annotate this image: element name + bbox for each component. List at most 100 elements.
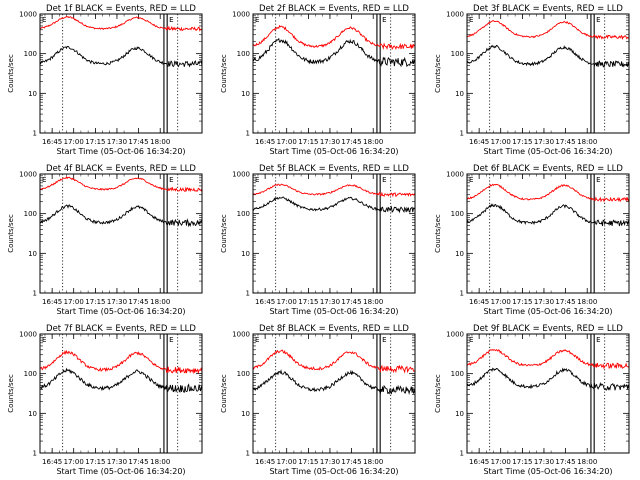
x-tick-label: 18:00 bbox=[150, 298, 170, 306]
y-tick-label: 1000 bbox=[446, 171, 464, 179]
x-tick-label: 17:30 bbox=[107, 458, 127, 466]
panel-4: Det 4f BLACK = Events, RED = LLD Counts/s… bbox=[7, 164, 203, 316]
x-tick-label: 17:30 bbox=[320, 458, 340, 466]
y-tick-label: 10 bbox=[241, 250, 250, 258]
panel-1: Det 1f BLACK = Events, RED = LLD Counts/s… bbox=[7, 4, 203, 156]
flag-label-right: E bbox=[169, 336, 173, 344]
x-tick-label: 17:15 bbox=[85, 458, 105, 466]
flag-label-left: E bbox=[469, 16, 473, 24]
x-axis-label: Start Time (05-Oct-06 16:34:20) bbox=[269, 467, 398, 476]
x-tick-label: 17:30 bbox=[534, 298, 554, 306]
x-tick-label: 17:15 bbox=[298, 138, 318, 146]
y-tick-label: 1 bbox=[460, 450, 464, 458]
x-tick-label: 18:00 bbox=[363, 138, 383, 146]
series-events-line bbox=[39, 204, 203, 228]
series-events-line bbox=[466, 367, 630, 391]
flag-label-right: E bbox=[382, 16, 386, 24]
plot-frame bbox=[466, 13, 630, 134]
series-lld-line bbox=[39, 176, 203, 193]
y-axis-label: Counts/sec bbox=[220, 374, 228, 413]
flag-label-right: E bbox=[169, 16, 173, 24]
y-tick-label: 1000 bbox=[19, 171, 37, 179]
plot-frame bbox=[252, 173, 416, 294]
x-tick-label: 16:45 bbox=[42, 458, 62, 466]
y-tick-label: 1000 bbox=[232, 11, 250, 19]
plot-frame bbox=[39, 333, 203, 454]
x-tick-label: 18:00 bbox=[577, 138, 597, 146]
plot-frame bbox=[252, 13, 416, 134]
y-tick-label: 1 bbox=[246, 290, 250, 298]
plot-frame bbox=[39, 13, 203, 134]
x-axis-label: Start Time (05-Oct-06 16:34:20) bbox=[269, 147, 398, 156]
y-tick-label: 1000 bbox=[232, 331, 250, 339]
x-tick-label: 17:45 bbox=[555, 298, 575, 306]
y-tick-label: 1000 bbox=[446, 331, 464, 339]
y-axis-label: Counts/sec bbox=[434, 214, 442, 253]
x-tick-label: 17:00 bbox=[491, 138, 511, 146]
y-tick-label: 100 bbox=[237, 210, 250, 218]
plot-frame bbox=[466, 333, 630, 454]
x-tick-label: 17:15 bbox=[85, 138, 105, 146]
plot-frame bbox=[252, 333, 416, 454]
x-tick-label: 17:30 bbox=[107, 298, 127, 306]
x-tick-label: 17:00 bbox=[277, 298, 297, 306]
x-tick-label: 17:00 bbox=[64, 138, 84, 146]
x-axis-label: Start Time (05-Oct-06 16:34:20) bbox=[56, 307, 185, 316]
y-axis-label: Counts/sec bbox=[434, 374, 442, 413]
flag-label-left: E bbox=[255, 16, 259, 24]
flag-label-right: E bbox=[596, 176, 600, 184]
x-tick-label: 17:15 bbox=[298, 298, 318, 306]
x-tick-label: 17:45 bbox=[341, 458, 361, 466]
x-tick-label: 16:45 bbox=[42, 298, 62, 306]
y-tick-label: 10 bbox=[455, 410, 464, 418]
y-tick-label: 1 bbox=[460, 290, 464, 298]
x-tick-label: 17:00 bbox=[64, 298, 84, 306]
y-tick-label: 10 bbox=[241, 90, 250, 98]
x-tick-label: 17:45 bbox=[555, 458, 575, 466]
x-tick-label: 17:00 bbox=[491, 298, 511, 306]
x-tick-label: 16:45 bbox=[255, 298, 275, 306]
y-tick-label: 100 bbox=[24, 210, 37, 218]
x-tick-label: 16:45 bbox=[469, 298, 489, 306]
y-tick-label: 1 bbox=[246, 450, 250, 458]
panel-title: Det 2f BLACK = Events, RED = LLD bbox=[259, 4, 409, 14]
y-tick-label: 1000 bbox=[19, 11, 37, 19]
y-axis-label: Counts/sec bbox=[220, 214, 228, 253]
flag-label-right: E bbox=[382, 336, 386, 344]
y-tick-label: 10 bbox=[455, 250, 464, 258]
panel-title: Det 1f BLACK = Events, RED = LLD bbox=[46, 4, 196, 14]
x-tick-label: 17:45 bbox=[555, 138, 575, 146]
x-tick-label: 17:30 bbox=[534, 458, 554, 466]
x-tick-label: 18:00 bbox=[150, 458, 170, 466]
y-tick-label: 1 bbox=[460, 130, 464, 138]
y-axis-label: Counts/sec bbox=[7, 374, 15, 413]
x-tick-label: 17:30 bbox=[320, 138, 340, 146]
flag-label-left: E bbox=[469, 336, 473, 344]
series-lld-line bbox=[252, 24, 416, 51]
x-tick-label: 16:45 bbox=[469, 458, 489, 466]
plot-frame bbox=[39, 173, 203, 294]
y-tick-label: 100 bbox=[451, 210, 464, 218]
x-tick-label: 18:00 bbox=[577, 458, 597, 466]
flag-label-right: E bbox=[169, 176, 173, 184]
flag-label-left: E bbox=[42, 336, 46, 344]
x-tick-label: 17:00 bbox=[491, 458, 511, 466]
series-events-line bbox=[466, 44, 630, 68]
flag-label-left: E bbox=[42, 176, 46, 184]
flag-label-right: E bbox=[596, 16, 600, 24]
panel-6: Det 6f BLACK = Events, RED = LLD Counts/s… bbox=[434, 164, 630, 316]
y-tick-label: 1000 bbox=[19, 331, 37, 339]
x-tick-label: 17:45 bbox=[341, 298, 361, 306]
x-tick-label: 17:15 bbox=[512, 298, 532, 306]
x-tick-label: 17:15 bbox=[512, 458, 532, 466]
series-events-line bbox=[252, 196, 416, 214]
plot-frame bbox=[466, 173, 630, 294]
panel-3: Det 3f BLACK = Events, RED = LLD Counts/s… bbox=[434, 4, 630, 156]
x-tick-label: 18:00 bbox=[363, 458, 383, 466]
series-events-line bbox=[252, 369, 416, 395]
x-tick-label: 17:45 bbox=[128, 138, 148, 146]
flag-label-left: E bbox=[255, 336, 259, 344]
x-tick-label: 18:00 bbox=[577, 298, 597, 306]
